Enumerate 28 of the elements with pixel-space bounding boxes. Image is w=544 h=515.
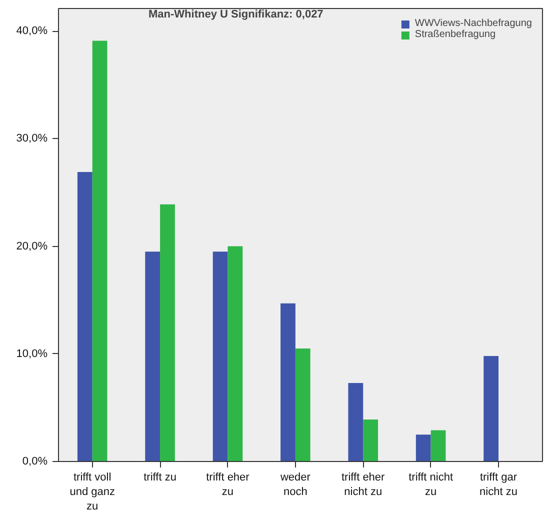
bar: [160, 204, 175, 462]
x-tick-label: weder noch: [279, 472, 311, 498]
legend-label: WWViews-Nachbefragung: [414, 18, 532, 29]
bar: [228, 246, 243, 462]
x-tick-label: trifft nicht zu: [408, 472, 454, 498]
bar: [484, 356, 498, 462]
bar: [212, 252, 228, 462]
bar: [348, 382, 364, 462]
x-tick-label: trifft eher nicht zu: [342, 472, 386, 498]
x-tick-label: trifft eher zu: [206, 472, 250, 498]
y-tick-label: 10,0%: [16, 348, 48, 360]
bar: [363, 420, 378, 462]
bar: [430, 430, 446, 462]
annotation: Man-Whitney U Signifikanz: 0,027: [148, 8, 324, 20]
bar: [145, 252, 160, 462]
legend-label: Straßenbefragung: [414, 29, 496, 40]
x-tick-label: trifft gar nicht zu: [480, 472, 518, 498]
y-tick-label: 30,0%: [16, 132, 48, 145]
y-tick-label: 20,0%: [16, 240, 48, 252]
bar: [416, 434, 431, 462]
y-tick-label: 0,0%: [22, 456, 48, 468]
y-tick-label: 40,0%: [16, 25, 48, 38]
bar: [295, 348, 310, 462]
bar: [280, 303, 296, 462]
x-tick-label: trifft zu: [144, 472, 176, 484]
x-tick-label: trifft voll und ganz zu: [70, 472, 115, 512]
bar: [92, 40, 108, 462]
bar: [77, 172, 92, 462]
